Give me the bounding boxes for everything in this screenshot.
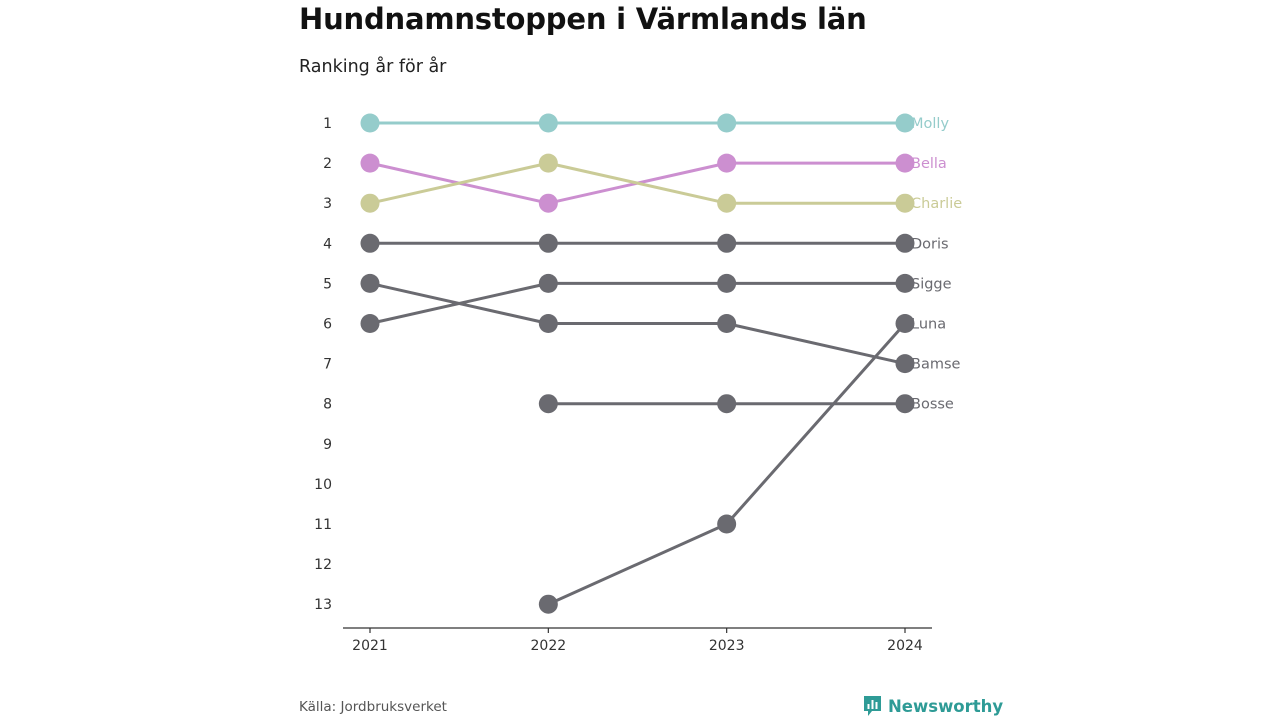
- newsworthy-logo-icon: [864, 696, 881, 716]
- data-point-molly: [538, 113, 558, 133]
- data-point-doris: [360, 233, 380, 253]
- y-tick-label: 10: [314, 477, 332, 493]
- data-point-bamse: [895, 354, 915, 374]
- y-tick-label: 7: [323, 357, 332, 373]
- brand-logo: Newsworthy: [862, 694, 1003, 718]
- series-label-molly: Molly: [911, 116, 949, 132]
- data-point-luna: [895, 314, 915, 333]
- data-point-doris: [895, 233, 915, 253]
- y-tick-label: 5: [323, 276, 332, 292]
- data-point-molly: [895, 113, 915, 133]
- data-point-bella: [360, 153, 380, 173]
- series-label-charlie: Charlie: [911, 196, 962, 212]
- x-tick-label: 2021: [352, 638, 388, 654]
- series-label-doris: Doris: [911, 236, 949, 252]
- data-point-molly: [717, 113, 737, 133]
- y-tick-label: 12: [314, 557, 332, 573]
- series-line-sigge: [368, 281, 907, 325]
- data-point-bosse: [538, 394, 558, 414]
- data-point-charlie: [717, 193, 737, 213]
- series-label-bosse: Bosse: [911, 397, 954, 413]
- data-point-doris: [717, 233, 737, 253]
- series-line-bamse: [368, 281, 907, 366]
- y-tick-label: 4: [323, 236, 332, 252]
- y-tick-label: 11: [314, 517, 332, 533]
- series-luna: [538, 314, 915, 614]
- series-bosse: [538, 394, 915, 414]
- x-tick-label: 2024: [887, 638, 923, 654]
- series-label-bella: Bella: [911, 156, 947, 172]
- data-point-bamse: [717, 314, 737, 333]
- series-line-charlie: [368, 161, 907, 205]
- series-doris: [360, 233, 915, 253]
- y-tick-label: 9: [323, 437, 332, 453]
- data-point-bamse: [538, 314, 558, 333]
- data-point-bosse: [717, 394, 737, 414]
- chart-subtitle: Ranking år för år: [299, 57, 447, 77]
- chart-title: Hundnamnstoppen i Värmlands län: [299, 2, 867, 36]
- data-point-charlie: [895, 193, 915, 213]
- series-label-bamse: Bamse: [911, 357, 961, 373]
- y-tick-label: 3: [323, 196, 332, 212]
- y-tick-label: 8: [323, 397, 332, 413]
- y-tick-label: 6: [323, 317, 332, 333]
- brand-name: Newsworthy: [888, 696, 1004, 716]
- data-point-charlie: [360, 193, 380, 213]
- series-bamse: [360, 273, 915, 374]
- series-label-luna: Luna: [911, 317, 946, 333]
- data-point-luna: [538, 594, 558, 614]
- x-tick-label: 2023: [709, 638, 745, 654]
- data-point-sigge: [538, 273, 558, 293]
- series-line-luna: [546, 322, 907, 606]
- data-point-sigge: [895, 273, 915, 293]
- source-note: Källa: Jordbruksverket: [299, 699, 447, 715]
- data-point-molly: [360, 113, 380, 133]
- data-point-sigge: [717, 273, 737, 293]
- y-tick-label: 2: [323, 156, 332, 172]
- data-point-sigge: [360, 314, 380, 333]
- data-point-bella: [538, 193, 558, 213]
- data-point-bella: [895, 153, 915, 173]
- y-tick-label: 13: [314, 597, 332, 613]
- data-point-bosse: [895, 394, 915, 414]
- y-tick-label: 1: [323, 116, 332, 132]
- data-point-bamse: [360, 273, 380, 293]
- series-molly: [360, 113, 915, 133]
- data-point-doris: [538, 233, 558, 253]
- data-point-bella: [717, 153, 737, 173]
- data-point-luna: [717, 514, 737, 534]
- data-point-charlie: [538, 153, 558, 173]
- x-tick-label: 2022: [531, 638, 567, 654]
- series-label-sigge: Sigge: [911, 276, 952, 292]
- series-charlie: [360, 153, 915, 213]
